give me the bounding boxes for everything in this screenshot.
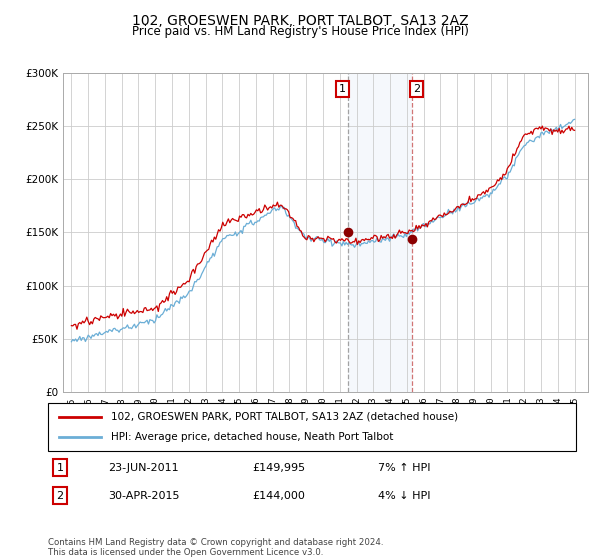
Text: 4% ↓ HPI: 4% ↓ HPI: [378, 491, 431, 501]
Text: 1: 1: [339, 84, 346, 94]
Text: 30-APR-2015: 30-APR-2015: [108, 491, 179, 501]
Text: Contains HM Land Registry data © Crown copyright and database right 2024.
This d: Contains HM Land Registry data © Crown c…: [48, 538, 383, 557]
Text: Price paid vs. HM Land Registry's House Price Index (HPI): Price paid vs. HM Land Registry's House …: [131, 25, 469, 38]
Text: 102, GROESWEN PARK, PORT TALBOT, SA13 2AZ: 102, GROESWEN PARK, PORT TALBOT, SA13 2A…: [131, 14, 469, 28]
Text: 102, GROESWEN PARK, PORT TALBOT, SA13 2AZ (detached house): 102, GROESWEN PARK, PORT TALBOT, SA13 2A…: [112, 412, 458, 422]
Text: 7% ↑ HPI: 7% ↑ HPI: [378, 463, 431, 473]
Bar: [347, 73, 412, 392]
Text: HPI: Average price, detached house, Neath Port Talbot: HPI: Average price, detached house, Neat…: [112, 432, 394, 442]
Text: 2: 2: [56, 491, 64, 501]
Text: £149,995: £149,995: [252, 463, 305, 473]
Text: 23-JUN-2011: 23-JUN-2011: [108, 463, 179, 473]
Text: 2: 2: [413, 84, 421, 94]
Text: 1: 1: [56, 463, 64, 473]
Text: £144,000: £144,000: [252, 491, 305, 501]
